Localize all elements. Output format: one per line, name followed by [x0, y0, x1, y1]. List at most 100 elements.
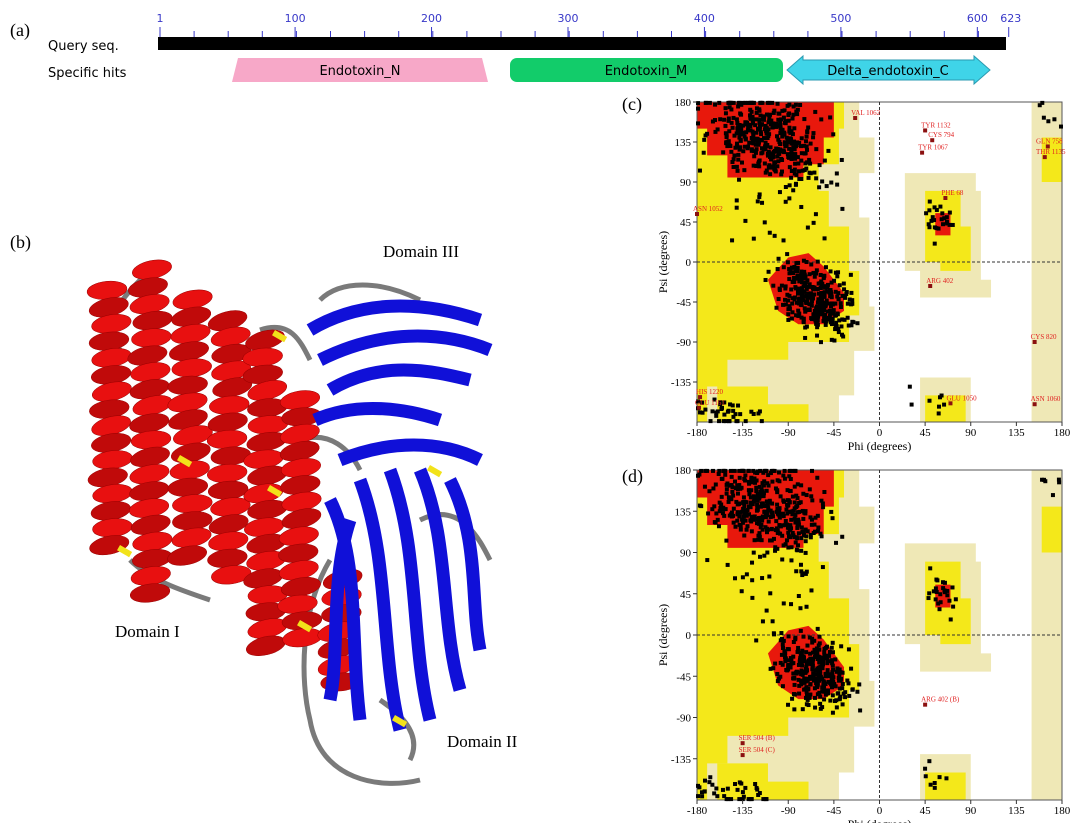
- residue-point: [835, 274, 839, 278]
- x-tick-label: 135: [1008, 427, 1025, 439]
- residue-point: [830, 302, 834, 306]
- residue-point: [825, 285, 829, 289]
- residue-point: [713, 130, 717, 134]
- residue-point: [787, 634, 791, 638]
- residue-point: [753, 538, 757, 542]
- residue-point: [846, 316, 850, 320]
- residue-point: [737, 515, 741, 519]
- residue-point: [834, 684, 838, 688]
- residue-point: [784, 657, 788, 661]
- residue-point: [790, 697, 794, 701]
- residue-point: [749, 478, 753, 482]
- residue-point: [941, 222, 945, 226]
- residue-point: [749, 495, 753, 499]
- residue-point: [744, 419, 748, 423]
- residue-point: [736, 169, 740, 173]
- residue-point: [849, 291, 853, 295]
- residue-point: [745, 572, 749, 576]
- residue-point: [797, 692, 801, 696]
- residue-point: [806, 687, 810, 691]
- residue-point: [792, 676, 796, 680]
- residue-point: [774, 519, 778, 523]
- residue-point: [800, 286, 804, 290]
- residue-point: [773, 234, 777, 238]
- y-axis-title: Psi (degrees): [656, 604, 670, 666]
- residue-point: [782, 148, 786, 152]
- residue-point: [795, 548, 799, 552]
- residue-point: [824, 265, 828, 269]
- x-tick-label: 180: [1054, 427, 1071, 439]
- residue-point: [776, 531, 780, 535]
- residue-point: [1040, 101, 1044, 105]
- residue-point: [724, 106, 728, 110]
- residue-point: [764, 129, 768, 133]
- residue-point: [933, 786, 937, 790]
- residue-point: [769, 515, 773, 519]
- residue-point: [753, 479, 757, 483]
- residue-point: [711, 486, 715, 490]
- residue-point: [839, 301, 843, 305]
- residue-point: [781, 642, 785, 646]
- residue-point: [734, 500, 738, 504]
- residue-point: [770, 527, 774, 531]
- residue-point: [910, 403, 914, 407]
- residue-point: [794, 103, 798, 107]
- residue-point: [797, 670, 801, 674]
- residue-point: [742, 495, 746, 499]
- residue-point: [775, 503, 779, 507]
- residue-point: [940, 394, 944, 398]
- residue-point: [762, 118, 766, 122]
- residue-point: [791, 661, 795, 665]
- residue-point: [712, 791, 716, 795]
- residue-point: [702, 138, 706, 142]
- residue-point: [810, 299, 814, 303]
- residue-point: [760, 201, 764, 205]
- residue-point: [800, 136, 804, 140]
- residue-point: [840, 333, 844, 337]
- residue-point: [770, 480, 774, 484]
- residue-point: [732, 157, 736, 161]
- residue-point: [849, 302, 853, 306]
- residue-point: [795, 112, 799, 116]
- residue-point: [760, 481, 764, 485]
- residue-point: [823, 159, 827, 163]
- residue-point: [773, 545, 777, 549]
- residue-point: [746, 101, 750, 105]
- residue-point: [786, 663, 790, 667]
- residue-point: [790, 117, 794, 121]
- residue-point: [762, 554, 766, 558]
- residue-point: [817, 660, 821, 664]
- residue-point: [699, 469, 703, 473]
- residue-point: [702, 151, 706, 155]
- residue-point: [798, 606, 802, 610]
- residue-point: [750, 147, 754, 151]
- residue-label: SER 504 (C): [739, 746, 776, 754]
- y-tick-label: 0: [686, 257, 692, 269]
- residue-point: [729, 101, 733, 105]
- residue-point: [826, 149, 830, 153]
- protein-structure: [86, 257, 490, 784]
- residue-point: [804, 167, 808, 171]
- residue-point: [794, 569, 798, 573]
- ruler-tick-label: 600: [967, 12, 988, 25]
- residue-point: [810, 518, 814, 522]
- residue-point: [790, 510, 794, 514]
- residue-point: [830, 294, 834, 298]
- residue-point: [773, 149, 777, 153]
- residue-point: [735, 121, 739, 125]
- residue-point: [748, 490, 752, 494]
- residue-point: [777, 471, 781, 475]
- residue-point: [813, 275, 817, 279]
- residue-point: [721, 150, 725, 154]
- residue-point: [769, 166, 773, 170]
- residue-point: [793, 469, 797, 473]
- residue-label: GLN 758: [1036, 137, 1063, 145]
- residue-point: [842, 287, 846, 291]
- y-tick-label: 180: [675, 465, 692, 477]
- residue-label: CYS 794: [928, 131, 954, 139]
- residue-point: [708, 101, 712, 105]
- residue-point: [820, 685, 824, 689]
- residue-point: [786, 546, 790, 550]
- residue-point: [759, 130, 763, 134]
- residue-point: [762, 491, 766, 495]
